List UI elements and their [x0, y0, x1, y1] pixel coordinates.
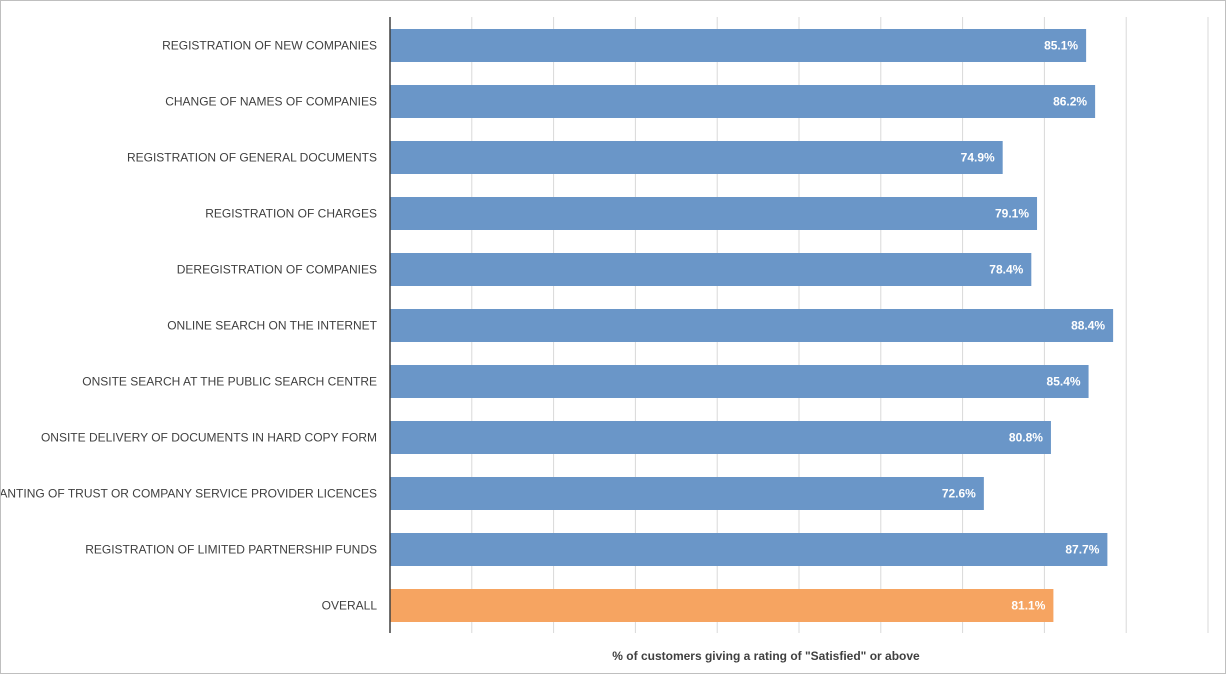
- data-label: 87.7%: [1065, 543, 1099, 557]
- category-label: OVERALL: [322, 599, 378, 613]
- bar: [390, 477, 984, 510]
- data-label: 79.1%: [995, 207, 1029, 221]
- bar: [390, 421, 1051, 454]
- category-label: ONSITE SEARCH AT THE PUBLIC SEARCH CENTR…: [82, 375, 377, 389]
- bar: [390, 365, 1089, 398]
- bar: [390, 141, 1003, 174]
- bars: [390, 29, 1114, 622]
- category-label: DEREGISTRATION OF COMPANIES: [177, 263, 377, 277]
- data-label: 88.4%: [1071, 319, 1105, 333]
- data-label: 81.1%: [1011, 599, 1045, 613]
- category-label: CHANGE OF NAMES OF COMPANIES: [165, 95, 377, 109]
- value-labels: 85.1% 86.2% 74.9% 79.1% 78.4% 88.4% 85.4% 80.8%…: [942, 39, 1106, 613]
- bar: [390, 85, 1096, 118]
- category-label: REGISTRATION OF LIMITED PARTNERSHIP FUND…: [85, 543, 377, 557]
- data-label: 85.4%: [1047, 375, 1081, 389]
- category-label: REGISTRATION OF CHARGES: [205, 207, 377, 221]
- bar: [390, 197, 1038, 230]
- bar: [390, 309, 1114, 342]
- category-label: ONLINE SEARCH ON THE INTERNET: [167, 319, 377, 333]
- data-label: 85.1%: [1044, 39, 1078, 53]
- category-label: REGISTRATION OF GENERAL DOCUMENTS: [127, 151, 377, 165]
- data-label: 74.9%: [961, 151, 995, 165]
- data-label: 72.6%: [942, 487, 976, 501]
- data-label: 86.2%: [1053, 95, 1087, 109]
- bar-overall: [390, 589, 1054, 622]
- bar: [390, 253, 1032, 286]
- data-label: 78.4%: [989, 263, 1023, 277]
- category-labels: REGISTRATION OF NEW COMPANIES CHANGE OF N…: [1, 39, 378, 613]
- x-axis-title: % of customers giving a rating of "Satis…: [612, 649, 920, 663]
- data-label: 80.8%: [1009, 431, 1043, 445]
- category-label: ONSITE DELIVERY OF DOCUMENTS IN HARD COP…: [41, 431, 377, 445]
- category-label: REGISTRATION OF NEW COMPANIES: [162, 39, 377, 53]
- bar: [390, 533, 1108, 566]
- category-label: GRANTING OF TRUST OR COMPANY SERVICE PRO…: [1, 487, 377, 501]
- bar: [390, 29, 1087, 62]
